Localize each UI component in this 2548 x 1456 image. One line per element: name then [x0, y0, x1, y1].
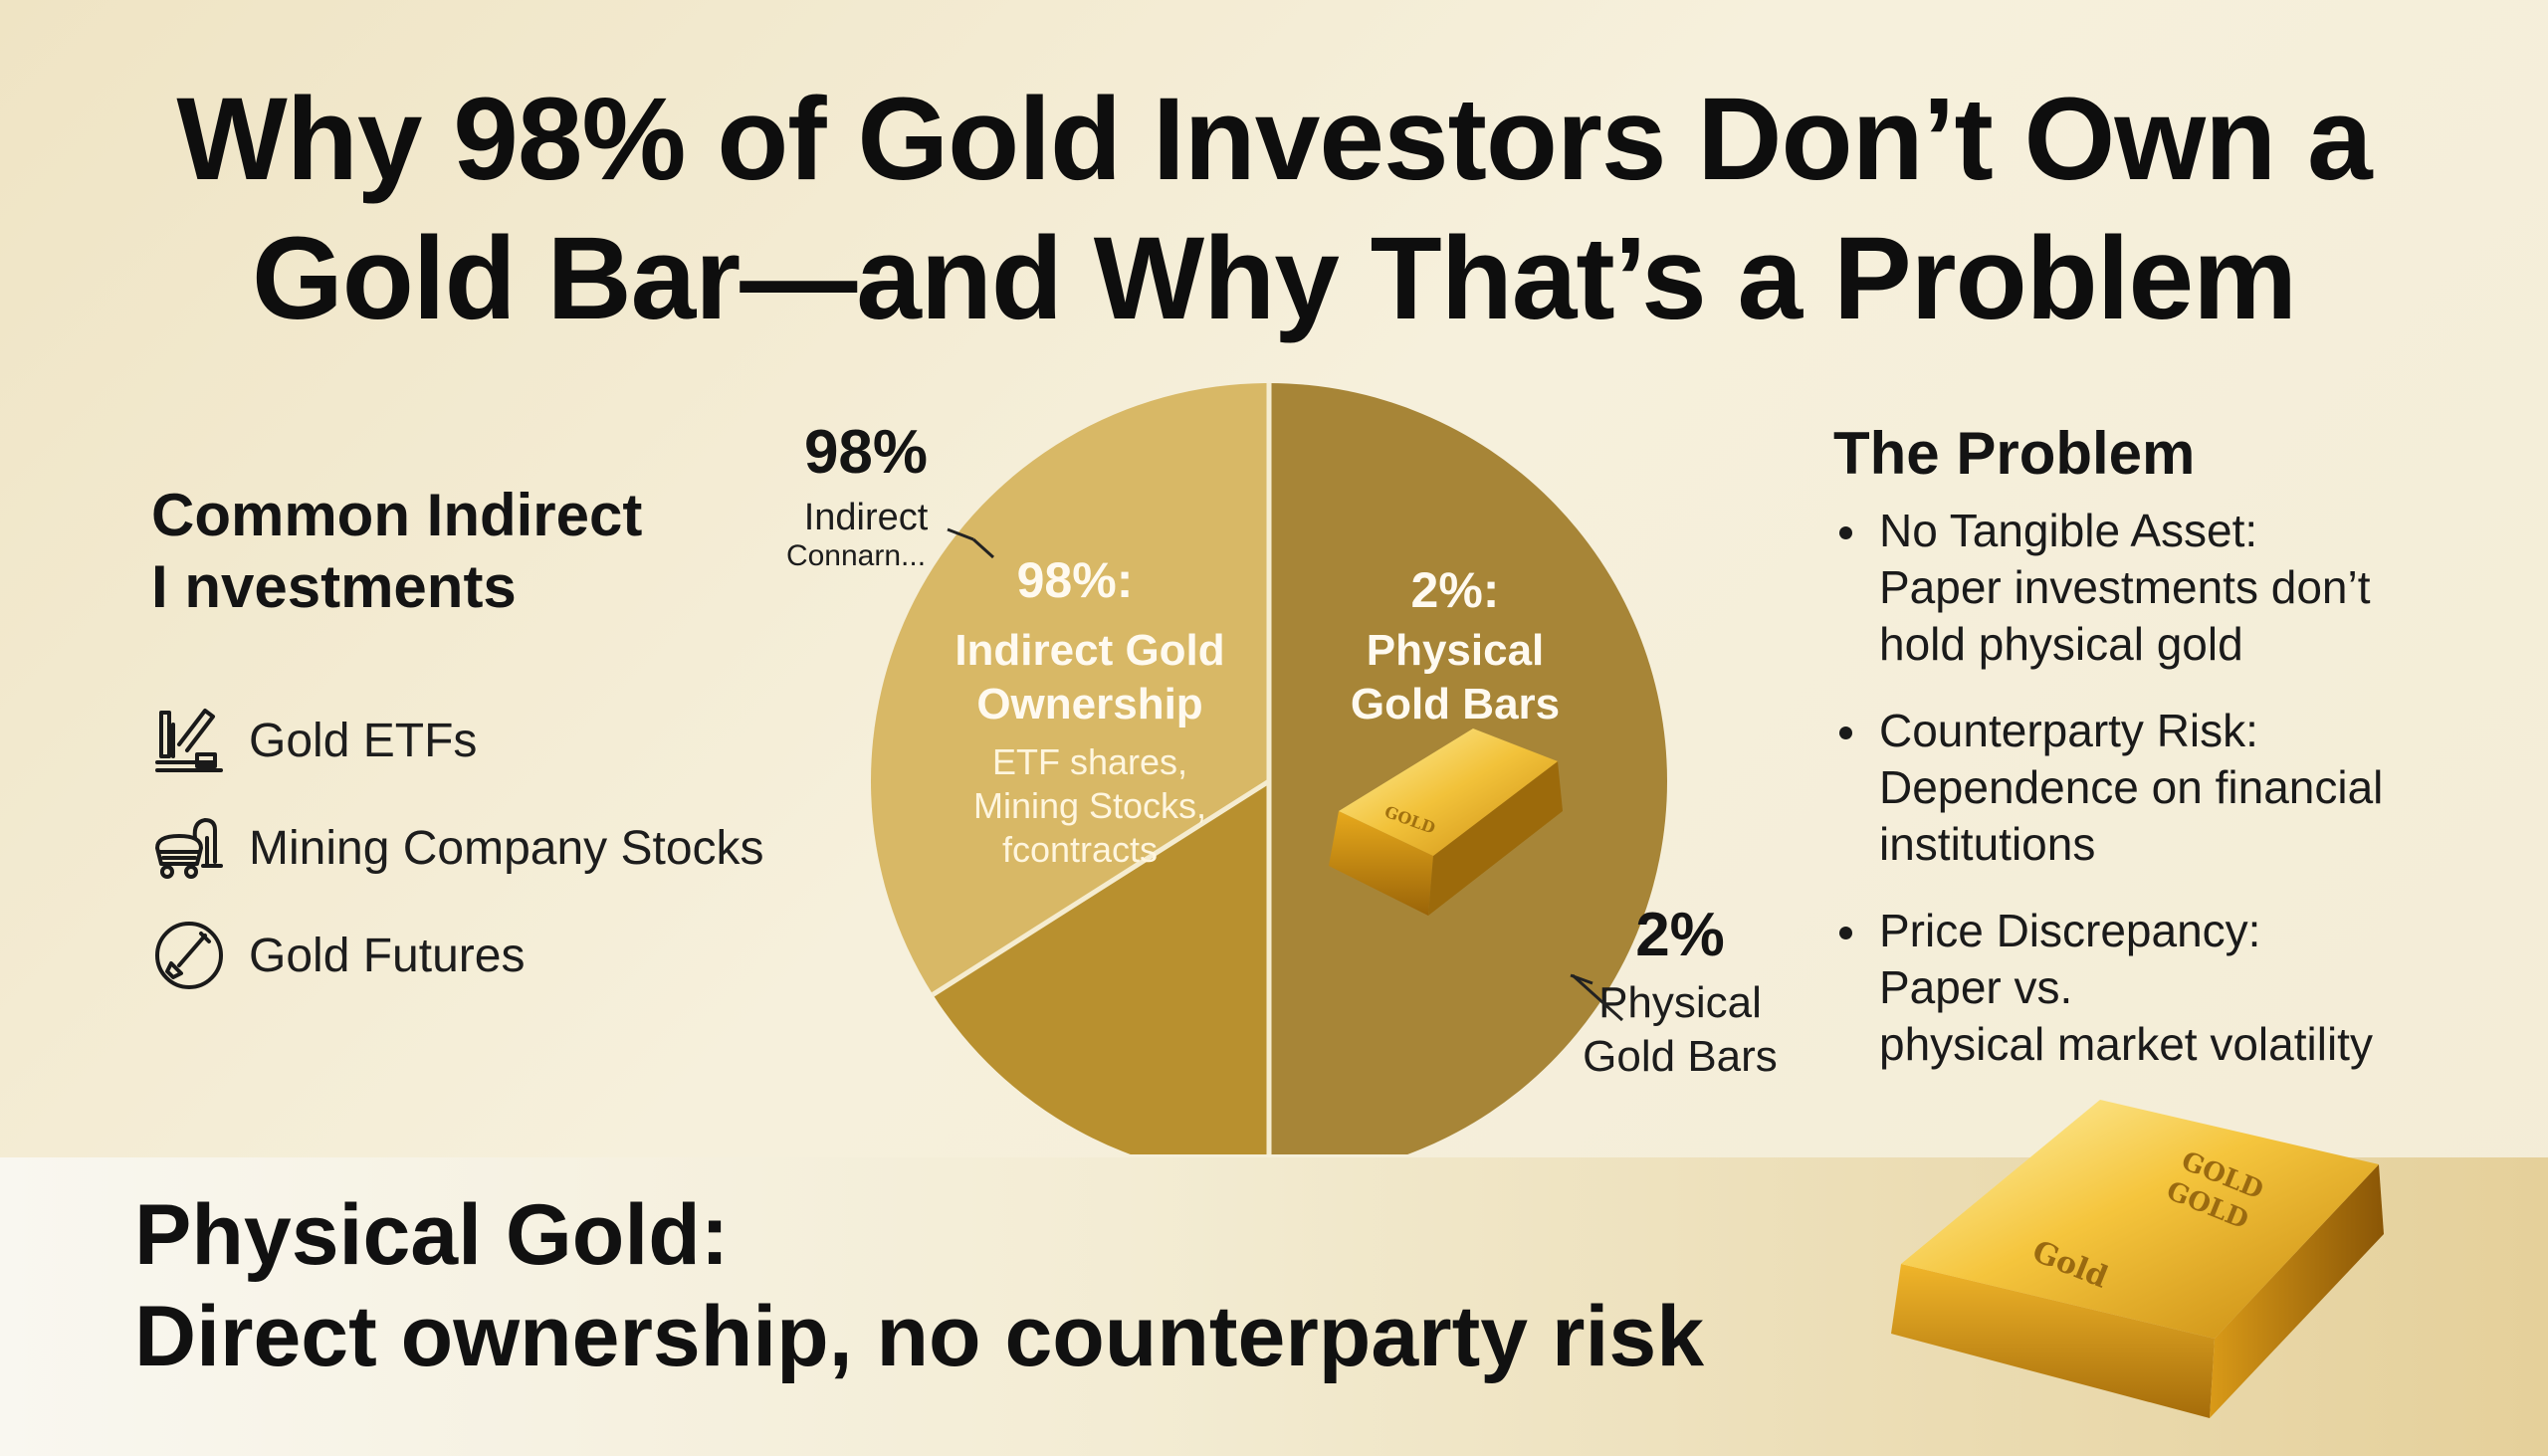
list-item-gold-futures: Gold Futures: [149, 902, 866, 1009]
indirect-callout-label: Indirect: [804, 497, 929, 538]
indirect-inner-sub: fcontracts: [1002, 829, 1158, 870]
problem-heading: The Problem: [1833, 420, 2196, 487]
indirect-inner-sub: ETF shares,: [992, 741, 1187, 782]
indirect-inner-label: Indirect Gold: [955, 626, 1224, 675]
physical-inner-label: Gold Bars: [1351, 680, 1560, 728]
title-line-1: Why 98% of Gold Investors Don’t Own a: [176, 74, 2372, 205]
problem-line: institutions: [1879, 818, 2096, 870]
physical-inner-label: Physical: [1367, 626, 1545, 675]
problem-line: Paper investments don’t: [1879, 561, 2371, 613]
indirect-callout-percent: 98%: [804, 418, 928, 487]
problem-line: Price Discrepancy:: [1879, 905, 2261, 956]
list-item-label: Gold Futures: [249, 929, 526, 982]
list-item-mining-stocks: Mining Company Stocks: [149, 794, 866, 902]
physical-callout-leader: [1571, 973, 1624, 1022]
problem-line: Counterparty Risk:: [1879, 705, 2258, 756]
physical-callout-label: Gold Bars: [1583, 1032, 1778, 1081]
gold-bar-icon: [1329, 728, 1563, 916]
indirect-inner-percent: 98%:: [1017, 552, 1134, 608]
left-heading-line-2: I nvestments: [151, 553, 517, 620]
problem-line: physical market volatility: [1879, 1018, 2373, 1070]
list-item-label: Gold ETFs: [249, 714, 478, 767]
physical-callout-leader: [1570, 973, 1593, 985]
physical-callout-percent: 2%: [1635, 901, 1725, 969]
chart-building-icon: [155, 709, 223, 772]
list-item-counterparty-risk: Counterparty Risk: Dependence on financi…: [1833, 703, 2470, 873]
problem-line: No Tangible Asset:: [1879, 505, 2258, 556]
page-title: Why 98% of Gold Investors Don’t Own a Go…: [0, 70, 2548, 348]
pie-slice-indirect-dark: [933, 781, 1269, 1154]
pie-chart-svg: 98%: Indirect Gold Ownership ETF shares,Min…: [786, 383, 1778, 1154]
indirect-inner-sub: Mining Stocks,: [973, 785, 1206, 826]
bar-top-face: [1901, 1100, 2379, 1339]
indirect-callout-leader: [971, 537, 995, 559]
problem-line: hold physical gold: [1879, 618, 2243, 670]
indirect-inner-label: Ownership: [976, 680, 1202, 728]
indirect-investments-heading: Common Indirect I nvestments: [151, 480, 768, 623]
gold-bar-icon: GOLD GOLD Gold: [1891, 1100, 2384, 1418]
mining-cart-icon: [155, 818, 223, 879]
bar-front-face: [1891, 1264, 2215, 1418]
problem-list: No Tangible Asset: Paper investments don…: [1833, 503, 2470, 1103]
ownership-pie-chart: 98%: Indirect Gold Ownership ETF shares, Min…: [717, 358, 1811, 1154]
bar-side-face: [2210, 1164, 2384, 1418]
pie-separator: [931, 778, 1271, 997]
list-item-no-tangible-asset: No Tangible Asset: Paper investments don…: [1833, 503, 2470, 673]
physical-inner-percent: 2%:: [1411, 562, 1500, 618]
problem-line: Paper vs.: [1879, 961, 2073, 1013]
indirect-investments-list: Gold ETFs Mining Company Stocks: [149, 687, 866, 1009]
circle-shovel-icon: [155, 922, 223, 989]
banner-line-1: Physical Gold:: [134, 1187, 730, 1283]
indirect-callout-label: Connarn...: [786, 539, 926, 572]
list-item-gold-etfs: Gold ETFs: [149, 687, 866, 794]
problem-line: Dependence on financial: [1879, 761, 2384, 813]
banner-headline: Physical Gold: Direct ownership, no coun…: [134, 1184, 1926, 1387]
indirect-callout-leader: [947, 527, 974, 541]
title-line-2: Gold Bar—and Why That’s a Problem: [251, 213, 2297, 344]
physical-callout-label: Physical: [1598, 978, 1762, 1027]
left-heading-line-1: Common Indirect: [151, 482, 643, 548]
list-item-label: Mining Company Stocks: [249, 821, 764, 875]
list-item-price-discrepancy: Price Discrepancy: Paper vs. physical ma…: [1833, 903, 2470, 1073]
banner-line-2: Direct ownership, no counterparty risk: [134, 1289, 1705, 1384]
